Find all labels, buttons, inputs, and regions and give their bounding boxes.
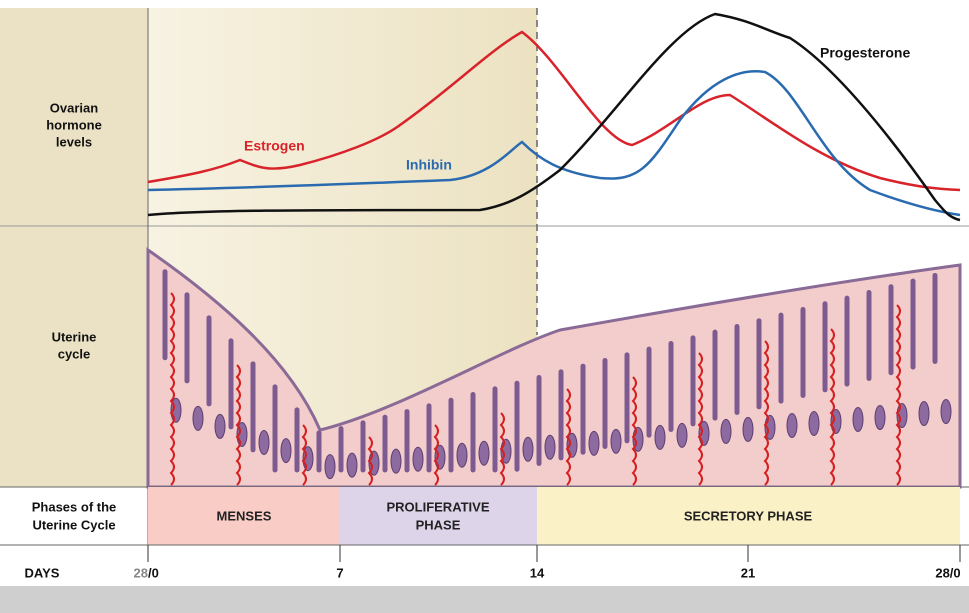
curve-label: Inhibin (406, 157, 452, 173)
gland-section (655, 425, 665, 449)
gland-section (325, 455, 335, 479)
gland-section (589, 431, 599, 455)
label-column (0, 8, 148, 487)
phase-label: PHASE (416, 517, 461, 532)
gland-section (215, 414, 225, 438)
axis-label: DAYS (25, 565, 60, 580)
gland-section (611, 429, 621, 453)
curve-label: Estrogen (244, 138, 305, 154)
gland-section (787, 413, 797, 437)
row-label: Ovarian (50, 100, 98, 115)
day-label: 7 (336, 565, 343, 580)
gland-section (347, 453, 357, 477)
gland-section (809, 411, 819, 435)
gland-section (413, 447, 423, 471)
day-label: 14 (530, 565, 545, 580)
phase-label: SECRETORY PHASE (684, 508, 813, 523)
gland-section (259, 431, 269, 455)
day-label: 28 (134, 565, 148, 580)
row-label: levels (56, 134, 92, 149)
phase-box (340, 487, 537, 545)
gland-section (523, 437, 533, 461)
gland-section (853, 407, 863, 431)
gland-section (875, 406, 885, 430)
gland-section (743, 417, 753, 441)
curve-label: Progesterone (820, 45, 910, 61)
day-label: 28/0 (935, 565, 960, 580)
gland-section (941, 400, 951, 424)
gland-section (391, 449, 401, 473)
day-label: /0 (148, 565, 159, 580)
diagram: Ovarian hormone levels Uterine cycle Est… (0, 0, 969, 613)
gland-section (677, 423, 687, 447)
row-label: hormone (46, 117, 102, 132)
gland-section (721, 419, 731, 443)
gland-section (479, 441, 489, 465)
row-label: Uterine (52, 329, 97, 344)
gland-section (919, 402, 929, 426)
footer-bar (0, 586, 969, 613)
gland-section (457, 443, 467, 467)
row-label: Phases of the (32, 499, 117, 514)
phase-label: MENSES (217, 508, 272, 523)
gland-section (281, 439, 291, 463)
day-label: 21 (741, 565, 755, 580)
phase-label: PROLIFERATIVE (386, 499, 489, 514)
gland-section (545, 435, 555, 459)
gland-section (193, 406, 203, 430)
row-label: Uterine Cycle (32, 517, 115, 532)
row-label: cycle (58, 346, 91, 361)
